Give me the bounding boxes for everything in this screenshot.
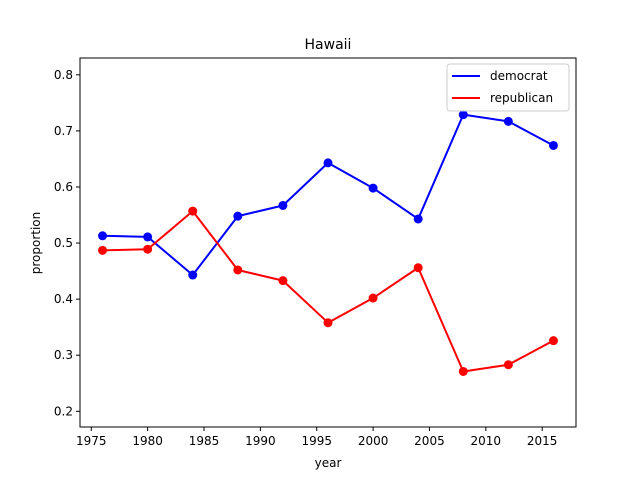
data-point-republican [233, 265, 243, 275]
x-tick-label: 2015 [527, 434, 558, 448]
data-point-democrat [323, 158, 333, 168]
x-tick-label: 2010 [471, 434, 502, 448]
x-tick-label: 1985 [189, 434, 220, 448]
x-tick-label: 1990 [245, 434, 276, 448]
y-tick-label: 0.8 [54, 68, 73, 82]
data-point-democrat [368, 183, 378, 193]
data-point-republican [278, 276, 288, 286]
chart-title: Hawaii [305, 37, 352, 53]
y-tick-label: 0.3 [54, 348, 73, 362]
data-point-republican [503, 360, 513, 370]
x-tick-label: 1980 [132, 434, 163, 448]
plot-frame [79, 57, 577, 428]
data-point-republican [413, 263, 423, 273]
data-point-republican [368, 293, 378, 303]
data-point-republican [188, 206, 198, 216]
data-point-democrat [233, 211, 243, 221]
legend-label-republican: republican [490, 91, 553, 105]
x-tick-label: 2005 [414, 434, 445, 448]
y-axis-label: proportion [29, 212, 43, 275]
data-point-republican [323, 318, 333, 328]
legend-label-democrat: democrat [490, 69, 548, 83]
data-point-democrat [548, 140, 558, 150]
data-point-democrat [503, 116, 513, 126]
legend: democrat republican [446, 63, 570, 112]
data-point-democrat [188, 270, 198, 280]
x-tick-label: 2000 [358, 434, 389, 448]
data-point-republican [98, 245, 108, 255]
x-axis-label: year [315, 456, 342, 470]
axes-ticks: 1975 1980 1985 1990 1995 2000 2005 2010 2015 0.2 0… [54, 68, 558, 448]
data-point-republican [143, 244, 153, 254]
data-point-democrat [143, 232, 153, 242]
y-tick-label: 0.2 [54, 404, 73, 418]
data-point-democrat [458, 110, 468, 120]
y-tick-label: 0.5 [54, 236, 73, 250]
x-tick-label: 1995 [301, 434, 332, 448]
data-point-republican [548, 336, 558, 346]
data-point-democrat [413, 214, 423, 224]
y-tick-label: 0.4 [54, 292, 73, 306]
plot-content [98, 110, 558, 376]
y-tick-label: 0.6 [54, 180, 73, 194]
data-point-republican [458, 366, 468, 376]
data-point-democrat [98, 231, 108, 241]
y-tick-label: 0.7 [54, 124, 73, 138]
data-point-democrat [278, 200, 288, 210]
x-tick-label: 1975 [76, 434, 107, 448]
